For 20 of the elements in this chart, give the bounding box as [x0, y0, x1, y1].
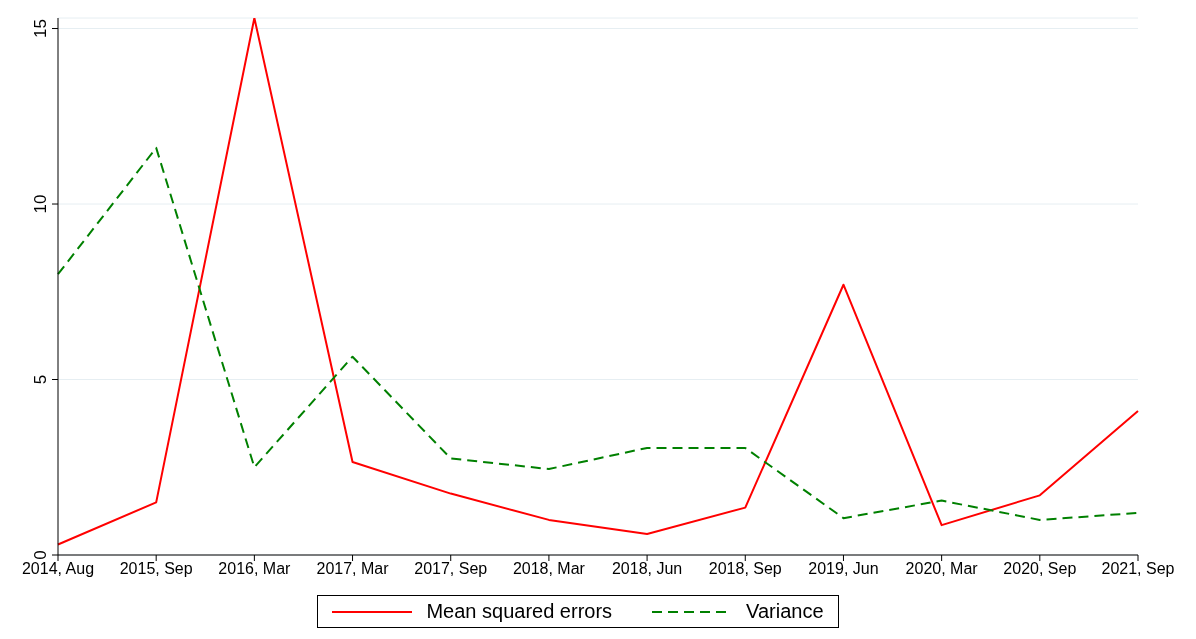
x-tick-label: 2017, Sep: [414, 560, 488, 578]
line-series: [57, 18, 1139, 546]
line-series: [57, 146, 1139, 521]
y-tick-label: 15: [31, 19, 50, 38]
x-tick-label: 2015, Sep: [119, 560, 193, 578]
y-tick-label: 10: [31, 194, 50, 214]
x-tick-label: 2018, Jun: [611, 560, 683, 578]
legend-label: Variance: [745, 600, 824, 623]
x-tick-label: 2020, Sep: [1003, 560, 1077, 578]
y-tick-label: 0: [31, 550, 50, 560]
x-tick-label: 2018, Sep: [708, 560, 782, 578]
x-tick-label: 2016, Mar: [218, 560, 292, 578]
x-tick-label: 2014, Aug: [21, 560, 95, 578]
y-tick-label: 5: [31, 374, 50, 385]
x-tick-label: 2019, Jun: [808, 560, 879, 578]
x-tick-label: 2017, Mar: [316, 560, 390, 578]
x-tick-label: 2018, Mar: [512, 560, 586, 578]
x-tick-label: 2020, Mar: [905, 560, 979, 578]
legend-label: Mean squared errors: [425, 600, 613, 623]
x-tick-label: 2021, Sep: [1101, 560, 1175, 578]
